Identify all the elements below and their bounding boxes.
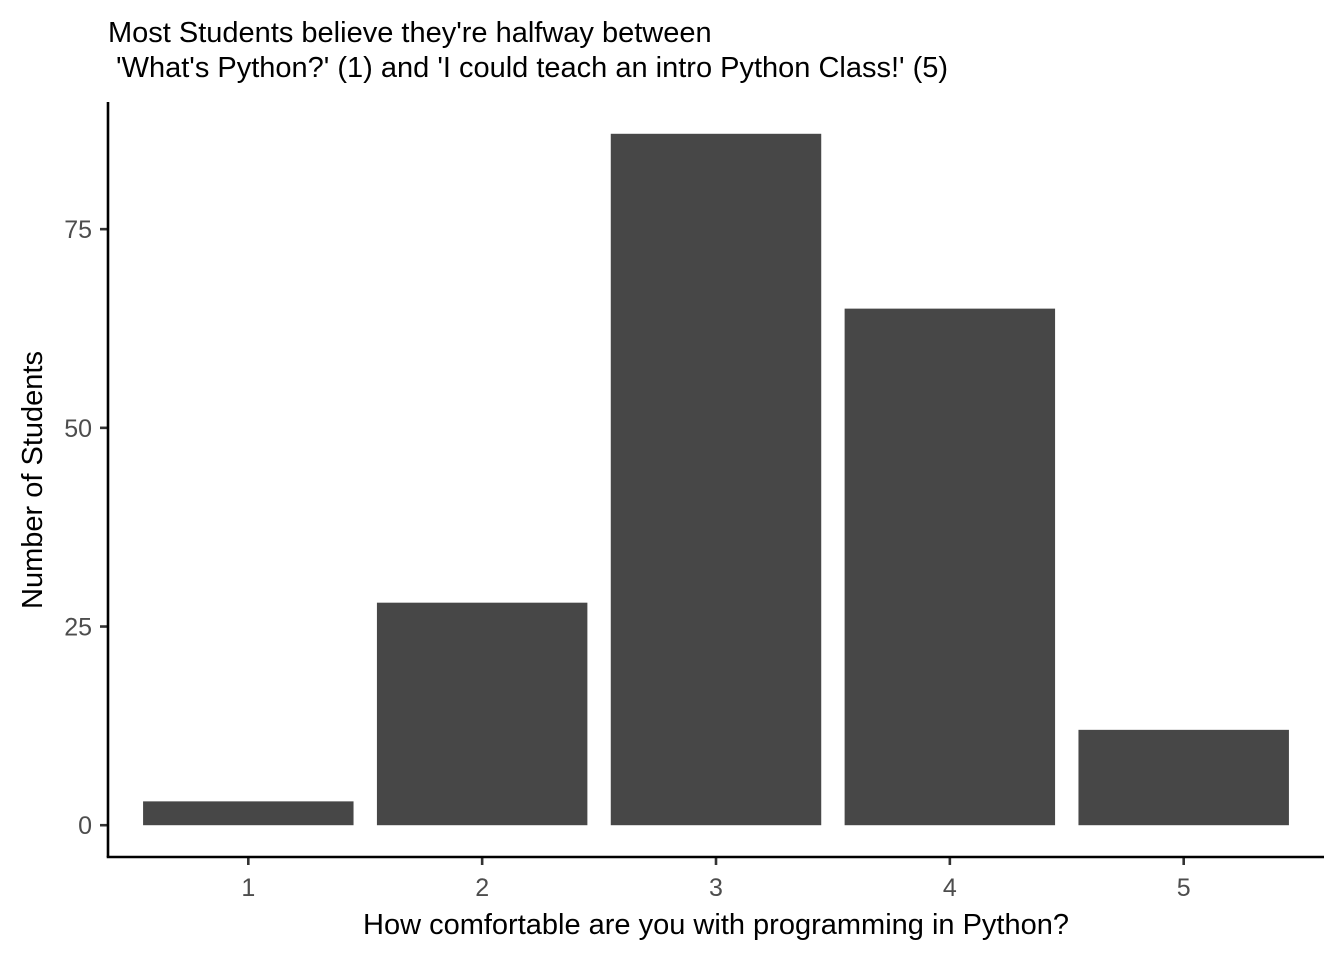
y-tick-label-50: 50	[64, 415, 92, 443]
y-tick-label-25: 25	[64, 614, 92, 642]
x-axis-ticks: 1 2 3 4 5	[241, 857, 1191, 902]
bar-1	[143, 801, 354, 826]
bar-4	[844, 308, 1056, 826]
bars-group	[143, 133, 1289, 826]
y-axis-title: Number of Students	[17, 351, 49, 609]
bar-3	[610, 133, 822, 826]
chart-title-line-1: Most Students believe they're halfway be…	[108, 17, 712, 49]
x-tick-label-4: 4	[943, 874, 957, 902]
x-tick-label-1: 1	[241, 874, 255, 902]
chart-title: Most Students believe they're halfway be…	[108, 17, 948, 84]
x-tick-label-2: 2	[475, 874, 489, 902]
y-tick-label-75: 75	[64, 216, 92, 244]
bar-5	[1078, 729, 1289, 826]
bar-2	[376, 602, 588, 826]
chart-title-line-2: 'What's Python?' (1) and 'I could teach …	[108, 52, 948, 84]
y-axis-ticks: 0 25 50 75	[64, 216, 108, 840]
x-tick-label-5: 5	[1177, 874, 1191, 902]
x-axis-title: How comfortable are you with programming…	[363, 909, 1069, 941]
x-tick-label-3: 3	[709, 874, 723, 902]
y-tick-label-0: 0	[78, 812, 92, 840]
